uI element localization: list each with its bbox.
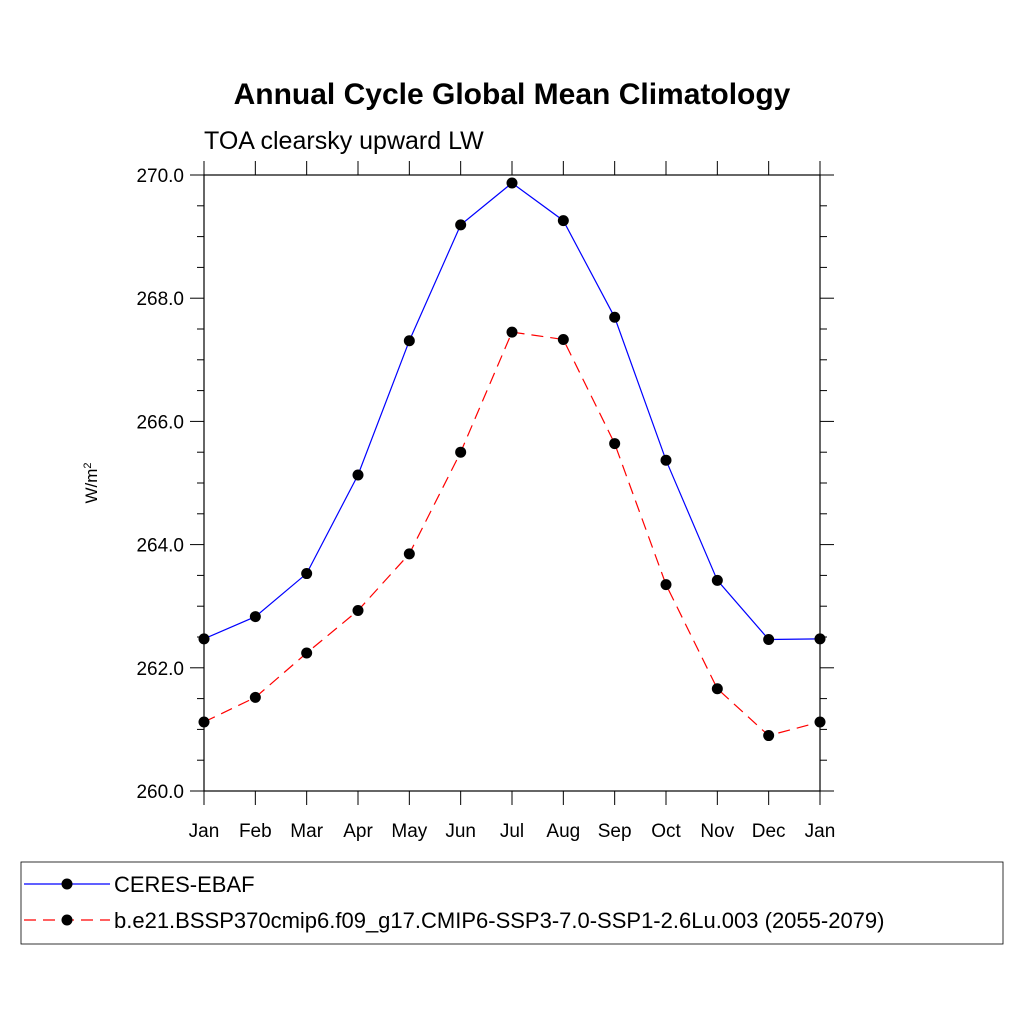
x-tick-label: Aug [546,821,580,842]
data-point [455,219,467,231]
legend-item: b.e21.BSSP370cmip6.f09_g17.CMIP6-SSP3-7.… [24,908,884,933]
x-tick-label: Jul [500,821,524,842]
data-point [609,311,621,323]
x-tick-label: Dec [752,821,786,842]
axis-ticks [190,161,834,805]
data-point [557,333,569,345]
y-tick-label: 270.0 [136,166,184,187]
x-tick-label: Sep [598,821,632,842]
series-line [203,182,821,641]
data-point [711,574,723,586]
x-tick-label: May [391,821,427,842]
data-point [660,579,672,591]
data-point [403,548,415,560]
x-tick-label: Jun [445,821,476,842]
chart-title: Annual Cycle Global Mean Climatology [234,78,791,111]
data-point [249,691,261,703]
x-tick-label: Apr [343,821,373,842]
data-point [557,215,569,227]
y-tick-label: 262.0 [136,659,184,680]
x-tick-label: Feb [239,821,272,842]
series-layer [198,177,826,742]
data-point [198,716,210,728]
y-axis-title-superscript: 2 [82,462,94,468]
legend-label: b.e21.BSSP370cmip6.f09_g17.CMIP6-SSP3-7.… [114,908,884,933]
x-tick-label: Nov [700,821,734,842]
data-point [814,633,826,645]
legend-box [20,861,1004,945]
legend: CERES-EBAF b.e21.BSSP370cmip6.f09_g17.CMI… [24,872,884,933]
data-point [352,469,364,481]
x-tick-label: Oct [651,821,681,842]
x-tick-labels: Jan Feb Mar Apr May Jun Jul Aug Sep Oct Nov Dec Jan [189,821,836,842]
chart-subtitle: TOA clearsky upward LW [204,127,484,155]
y-tick-label: 268.0 [136,289,184,310]
y-tick-label: 264.0 [136,536,184,557]
data-point [301,647,313,659]
data-point [763,633,775,645]
legend-label: CERES-EBAF [114,872,255,897]
y-tick-label: 260.0 [136,782,184,803]
series-1 [198,177,826,645]
legend-swatch-marker [61,914,73,926]
data-point [711,683,723,695]
data-point [506,326,518,338]
data-point [609,438,621,450]
data-point [660,454,672,466]
y-axis-title: W/m2 [82,462,101,503]
data-point [249,611,261,623]
y-tick-labels: 260.0 262.0 264.0 266.0 268.0 270.0 [136,166,184,803]
data-point [352,605,364,617]
x-tick-label: Jan [805,821,836,842]
legend-swatch-marker [61,878,73,890]
x-tick-label: Mar [290,821,323,842]
y-tick-label: 266.0 [136,412,184,433]
data-point [814,716,826,728]
data-point [301,568,313,580]
data-point [198,633,210,645]
data-point [403,335,415,347]
legend-item: CERES-EBAF [24,872,255,897]
data-point [506,177,518,189]
x-tick-label: Jan [189,821,220,842]
series-2 [198,326,826,742]
series-line [203,331,821,737]
data-point [455,446,467,458]
data-point [763,730,775,742]
